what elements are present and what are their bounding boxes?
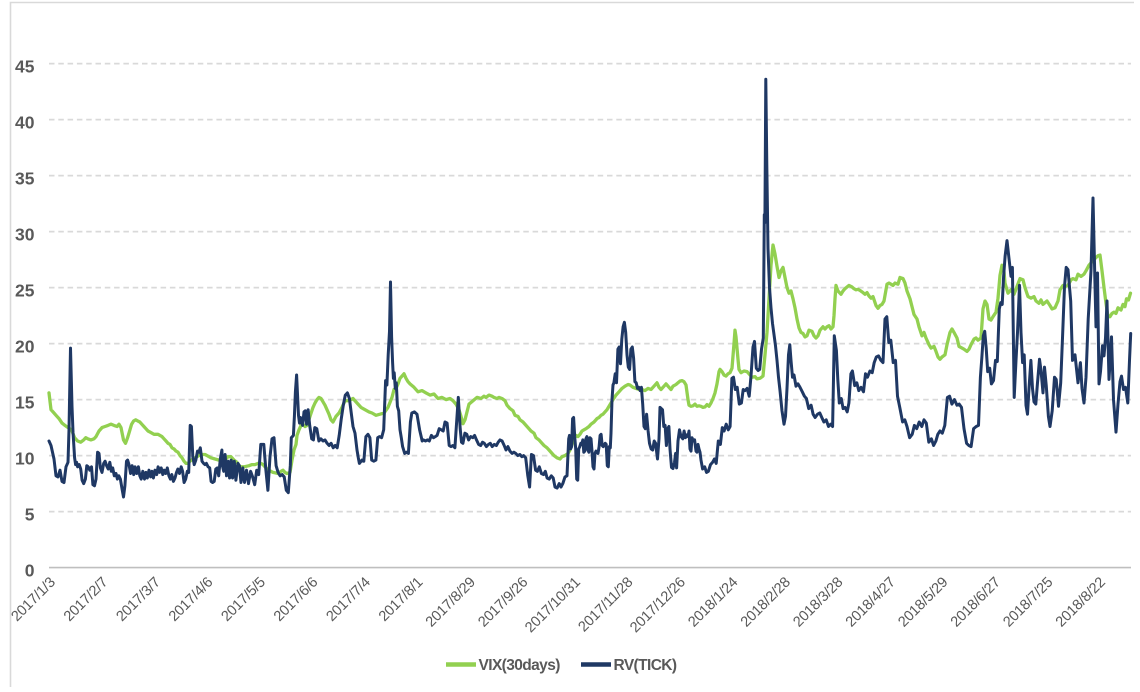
svg-text:30: 30 bbox=[15, 225, 35, 245]
svg-text:0: 0 bbox=[25, 561, 35, 581]
svg-text:20: 20 bbox=[15, 337, 35, 357]
svg-text:5: 5 bbox=[25, 505, 35, 525]
svg-text:VIX(30days): VIX(30days) bbox=[479, 657, 561, 674]
svg-text:45: 45 bbox=[15, 57, 35, 77]
svg-text:15: 15 bbox=[15, 393, 35, 413]
svg-text:RV(TICK): RV(TICK) bbox=[614, 657, 677, 674]
svg-text:40: 40 bbox=[15, 113, 35, 133]
svg-text:35: 35 bbox=[15, 169, 35, 189]
svg-text:10: 10 bbox=[15, 449, 35, 469]
svg-text:25: 25 bbox=[15, 281, 35, 301]
